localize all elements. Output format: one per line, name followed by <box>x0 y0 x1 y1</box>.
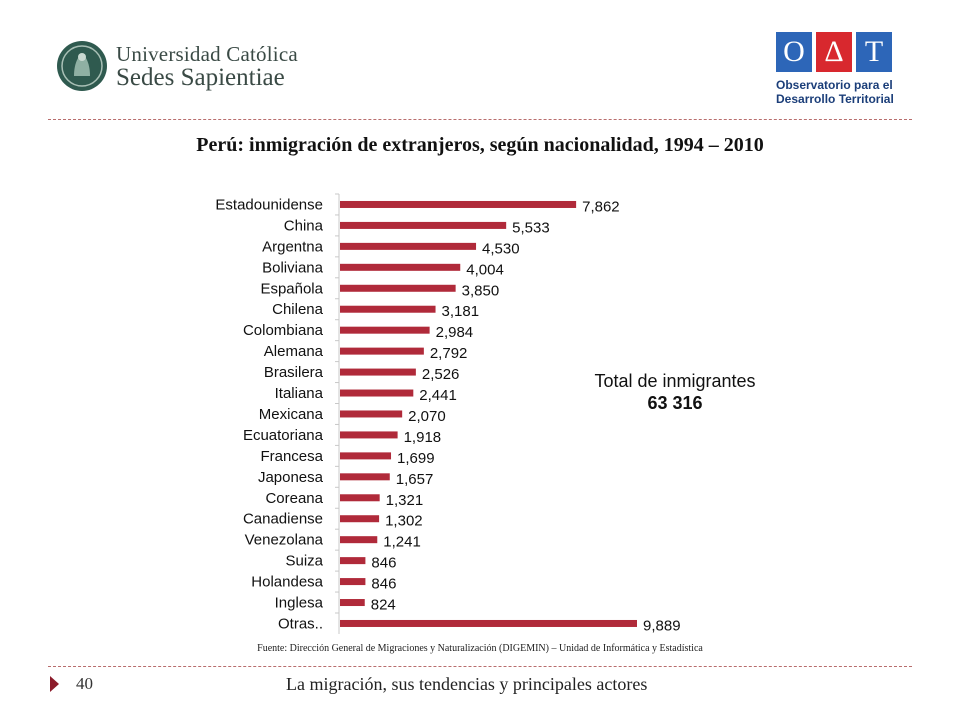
total-value: 63 316 <box>647 393 703 413</box>
page-title: Perú: inmigración de extranjeros, según … <box>196 134 764 156</box>
oat-letter-delta: Δ <box>816 32 852 72</box>
category-label: Japonesa <box>258 469 324 486</box>
value-label: 2,792 <box>430 345 468 362</box>
value-label: 2,984 <box>436 324 474 341</box>
value-label: 2,070 <box>408 408 446 425</box>
bar <box>340 242 477 250</box>
category-label: Colombiana <box>243 322 324 339</box>
value-label: 824 <box>371 597 396 614</box>
value-label: 5,533 <box>512 219 550 236</box>
value-label: 3,181 <box>442 303 480 320</box>
bar <box>340 494 380 502</box>
value-label: 846 <box>371 576 396 593</box>
header-divider <box>48 119 912 120</box>
value-label: 1,321 <box>386 492 424 509</box>
bar <box>340 347 424 355</box>
bar <box>340 410 403 418</box>
category-label: Brasilera <box>264 364 324 381</box>
category-label: Coreana <box>265 490 323 507</box>
bar <box>340 221 507 229</box>
category-label: Alemana <box>264 343 324 360</box>
ucss-logo: Universidad Católica Sedes Sapientiae <box>56 38 298 94</box>
bar <box>340 368 416 376</box>
category-label: Venezolana <box>245 532 324 549</box>
category-label: Inglesa <box>275 595 324 612</box>
category-label: Otras.. <box>278 615 323 632</box>
oat-logo-line1: Observatorio para el <box>776 78 893 92</box>
total-annotation: Total de inmigrantes 63 316 <box>560 370 790 414</box>
source-note: Fuente: Dirección General de Migraciones… <box>257 643 703 654</box>
value-label: 4,004 <box>466 261 504 278</box>
category-label: Holandesa <box>251 574 323 591</box>
value-label: 2,441 <box>419 387 457 404</box>
bar <box>340 431 398 439</box>
value-label: 1,918 <box>404 429 442 446</box>
bar <box>340 263 461 271</box>
category-label: Ecuatoriana <box>243 427 324 444</box>
oat-letter-t: T <box>856 32 892 72</box>
bar <box>340 473 390 481</box>
value-label: 9,889 <box>643 617 681 634</box>
value-label: 4,530 <box>482 240 520 257</box>
footer-arrow-icon <box>50 676 59 692</box>
value-label: 1,302 <box>385 513 423 530</box>
category-label: Suiza <box>285 553 323 570</box>
category-label: Boliviana <box>262 259 324 276</box>
category-label: Española <box>260 280 323 297</box>
total-label: Total de inmigrantes <box>594 371 756 391</box>
footer-text: La migración, sus tendencias y principal… <box>286 674 648 694</box>
value-label: 2,526 <box>422 366 460 383</box>
footer-divider <box>48 666 912 667</box>
value-label: 3,850 <box>462 282 500 299</box>
bar <box>340 599 365 607</box>
value-label: 1,699 <box>397 450 435 467</box>
bar <box>340 452 392 460</box>
category-label: Italiana <box>275 385 324 402</box>
bar <box>340 326 430 334</box>
category-label: China <box>284 217 324 234</box>
ucss-logo-line1: Universidad Católica <box>116 42 298 66</box>
bar <box>340 284 456 292</box>
page-number: 40 <box>76 674 93 693</box>
bar <box>340 305 436 313</box>
category-label: Mexicana <box>259 406 324 423</box>
category-label: Chilena <box>272 301 324 318</box>
bar <box>340 578 366 586</box>
category-label: Estadounidense <box>215 196 323 213</box>
oat-letter-o: O <box>776 32 812 72</box>
category-label: Canadiense <box>243 511 323 528</box>
bar <box>340 515 380 523</box>
category-label: Argentna <box>262 238 324 255</box>
value-label: 846 <box>371 555 396 572</box>
value-label: 7,862 <box>582 198 620 215</box>
bar <box>340 389 414 397</box>
university-seal-icon <box>57 41 107 91</box>
value-label: 1,241 <box>383 534 421 551</box>
oat-logo-text: Observatorio para el Desarrollo Territor… <box>776 78 894 106</box>
ucss-logo-line2: Sedes Sapientiae <box>116 64 285 91</box>
bar <box>340 200 577 208</box>
bar <box>340 619 637 627</box>
oat-logo-line2: Desarrollo Territorial <box>776 92 894 106</box>
category-label: Francesa <box>260 448 323 465</box>
value-label: 1,657 <box>396 471 434 488</box>
bar <box>340 536 378 544</box>
oat-logo: O Δ T Observatorio para el Desarrollo Te… <box>776 32 906 112</box>
bar <box>340 557 366 565</box>
